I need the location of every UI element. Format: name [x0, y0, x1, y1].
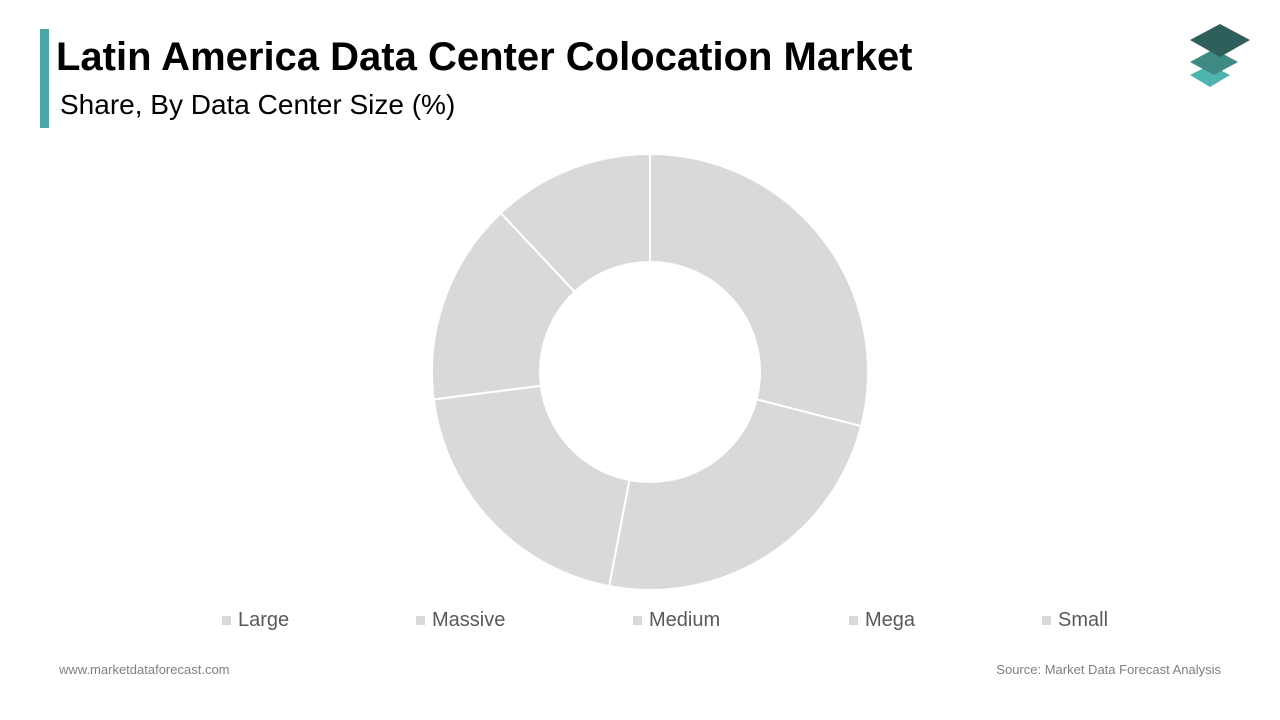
footer-website[interactable]: www.marketdataforecast.com — [59, 662, 230, 677]
page-title: Latin America Data Center Colocation Mar… — [56, 35, 913, 79]
legend-item-medium: Medium — [633, 608, 720, 632]
page-subtitle: Share, By Data Center Size (%) — [60, 89, 456, 120]
legend-swatch-medium — [633, 615, 642, 625]
donut-slice-mega — [431, 211, 577, 401]
stacked-layers-icon — [1190, 24, 1250, 87]
donut-slice-small — [499, 152, 651, 294]
logo-layer-middle — [1190, 49, 1238, 75]
legend-label-small: Small — [1058, 608, 1109, 631]
legend-label-medium: Medium — [649, 608, 721, 631]
title-accent-bar — [40, 29, 49, 128]
legend-swatch-mega — [849, 615, 858, 625]
donut-slice-massive — [607, 398, 863, 591]
legend-label-large: Large — [238, 608, 290, 631]
legend-swatch-small — [1042, 615, 1051, 625]
donut-slice-large — [649, 152, 869, 428]
legend-item-small: Small — [1042, 608, 1108, 632]
legend-item-massive: Massive — [416, 608, 505, 632]
legend-label-massive: Massive — [432, 608, 506, 631]
donut-slice-medium — [432, 384, 631, 588]
legend-swatch-large — [222, 615, 231, 625]
logo-layer-top — [1190, 24, 1250, 57]
legend-swatch-massive — [416, 615, 425, 625]
legend-item-mega: Mega — [849, 608, 915, 632]
footer-source: Source: Market Data Forecast Analysis — [996, 662, 1221, 677]
legend-item-large: Large — [222, 608, 289, 632]
legend-label-mega: Mega — [865, 608, 916, 631]
